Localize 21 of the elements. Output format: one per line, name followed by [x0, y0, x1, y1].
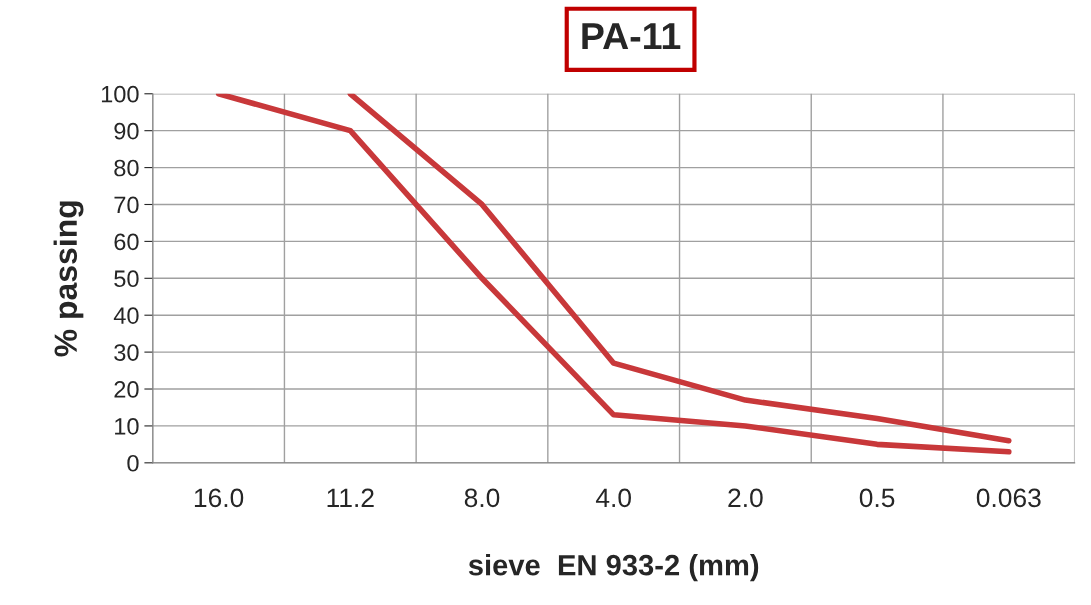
x-tick-label: 16.0 [194, 488, 244, 508]
y-tick-label: 10 [115, 417, 139, 435]
y-tick-label: 30 [114, 344, 139, 361]
x-tick-label: 0.063 [976, 488, 1041, 508]
x-tick-label: 11.2 [327, 488, 374, 507]
chart-title: PA-11 [582, 23, 681, 50]
y-tick-label: 20 [114, 381, 139, 398]
x-tick-label: 4.0 [595, 488, 631, 508]
y-tick-label: 60 [114, 233, 139, 251]
y-tick-label: 70 [114, 196, 139, 214]
x-tick-label: 2.0 [728, 488, 763, 508]
x-axis-title: sieve EN 933-2 (mm) [468, 554, 759, 582]
x-tick-label: 0.5 [859, 488, 895, 508]
x-tick-label: 8.0 [464, 488, 500, 508]
y-tick-label: 80 [114, 159, 139, 177]
y-tick-label: 90 [114, 122, 139, 140]
y-tick-label: 0 [127, 454, 139, 472]
y-axis-title: % passing [53, 201, 84, 357]
y-tick-label: 40 [113, 307, 139, 324]
y-tick-label: 100 [101, 85, 139, 103]
y-tick-label: 50 [114, 270, 139, 288]
